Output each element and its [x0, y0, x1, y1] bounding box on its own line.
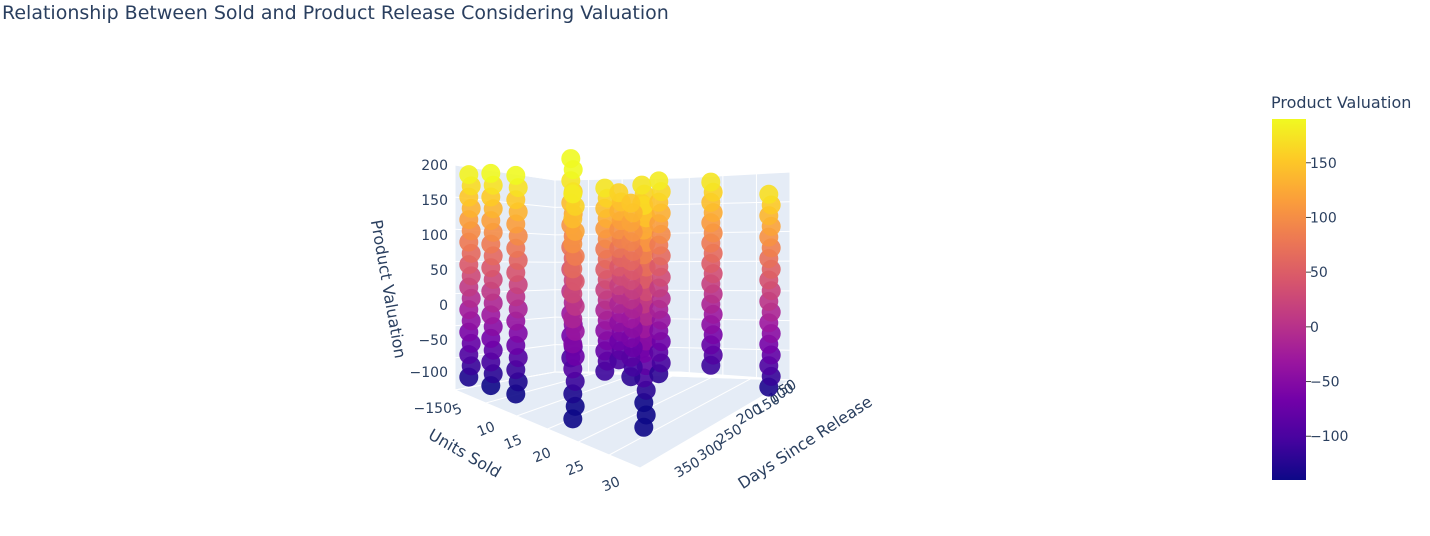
data-point[interactable]	[561, 149, 581, 169]
gridline	[554, 201, 791, 208]
colorbar-tick-label: 50	[1310, 265, 1328, 281]
gridline	[554, 316, 791, 322]
z-axis-title: Product Valuation	[367, 218, 410, 360]
y-axis-ticks: 50 100 150 200 250 300 350	[672, 377, 799, 482]
z-tick-label: −50	[418, 333, 448, 349]
data-point[interactable]	[563, 184, 583, 204]
colorbar[interactable]: Product Valuation 150 100 50 0 −50 −100	[1271, 93, 1411, 480]
gridline	[554, 344, 791, 351]
z-tick-label: 0	[439, 298, 448, 314]
gridline	[554, 230, 791, 236]
gridline	[554, 289, 791, 292]
z-tick-label: −100	[410, 365, 448, 381]
data-point[interactable]	[621, 193, 641, 213]
gridline	[608, 378, 752, 456]
data-point[interactable]	[632, 175, 652, 195]
data-point[interactable]	[649, 171, 669, 191]
x-tick-label: 20	[531, 445, 554, 467]
colorbar-title: Product Valuation	[1271, 93, 1411, 112]
colorbar-tick-label: −50	[1310, 375, 1340, 391]
data-point[interactable]	[506, 165, 526, 185]
back-pane	[554, 171, 791, 381]
colorbar-tick-label: 0	[1310, 320, 1319, 336]
y-tick-label: 50	[776, 377, 799, 400]
colorbar-tick-label: −100	[1310, 429, 1348, 445]
colorbar-gradient	[1272, 119, 1306, 480]
colorbar-ticks: 150 100 50 0 −50 −100	[1306, 156, 1348, 445]
x-tick-label: 25	[564, 458, 587, 480]
x-tick-label: 15	[502, 432, 525, 454]
colorbar-tick-label: 150	[1310, 156, 1337, 172]
data-point[interactable]	[481, 163, 501, 183]
x-tick-label: 5	[450, 401, 464, 419]
data-point[interactable]	[459, 165, 479, 185]
z-tick-label: 200	[421, 158, 448, 174]
chart-title: Relationship Between Sold and Product Re…	[2, 2, 669, 24]
gridline	[554, 260, 791, 263]
x-axis-ticks: 5 10 15 20 25 30	[450, 401, 622, 496]
gridline	[454, 371, 556, 391]
z-tick-label: 150	[421, 193, 448, 209]
data-point[interactable]	[701, 172, 721, 192]
z-tick-label: −150	[414, 401, 452, 417]
data-markers	[459, 149, 781, 437]
z-tick-label: 100	[421, 228, 448, 244]
x-tick-label: 30	[600, 474, 623, 496]
x-tick-label: 10	[475, 419, 498, 441]
z-axis-ticks: 200 150 100 50 0 −50 −100 −150	[410, 158, 452, 417]
data-point[interactable]	[759, 184, 779, 204]
colorbar-tick-label: 100	[1310, 210, 1337, 226]
z-tick-label: 50	[430, 263, 448, 279]
gridline	[554, 171, 791, 181]
